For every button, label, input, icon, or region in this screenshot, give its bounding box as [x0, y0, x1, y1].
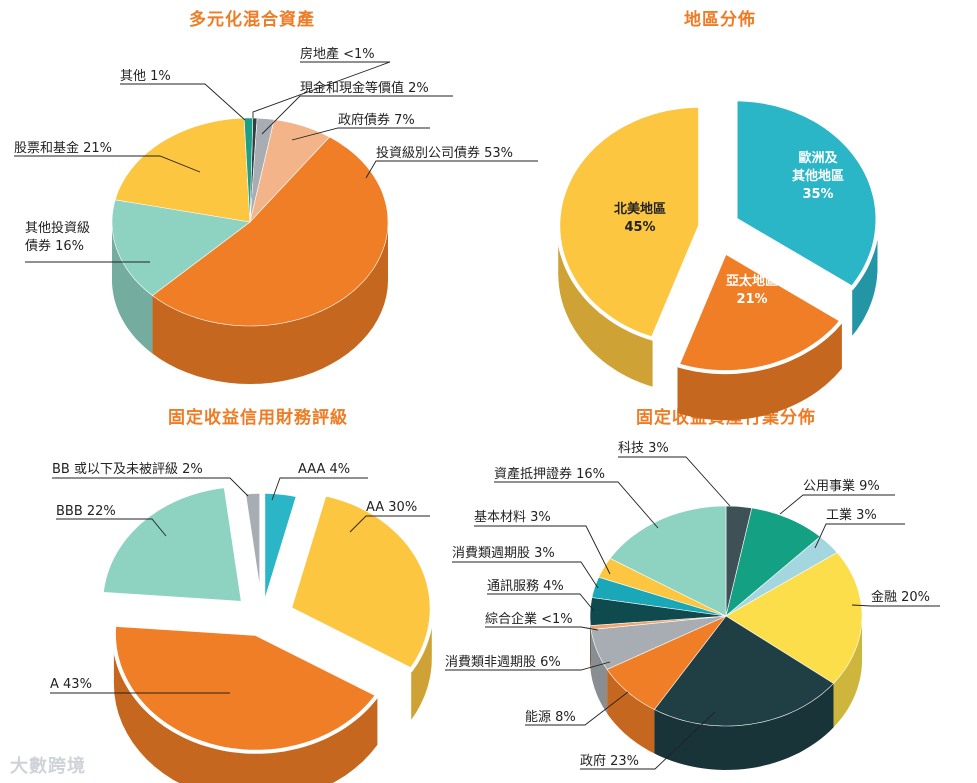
label-2-2: 北美地區 45%: [614, 201, 666, 235]
pie-chart-4: [589, 505, 863, 770]
leader-1-5: [14, 155, 201, 173]
pie-chart-3: [99, 483, 434, 783]
label-3-4: BB 或以下及未被評級 2%: [52, 462, 203, 477]
leader-3-3: [56, 518, 167, 537]
label-4-2: 工業 3%: [826, 507, 877, 523]
label-3-0: AAA 4%: [298, 462, 350, 477]
label-4-6: 消費類非週期股 6%: [445, 655, 561, 670]
leader-1-3: [365, 160, 538, 179]
pie-slice-2-2: [556, 103, 703, 342]
pie-slice-4-2: [725, 536, 838, 617]
label-4-11: 資產抵押證券 16%: [494, 466, 605, 482]
leader-1-1: [261, 95, 453, 135]
pie-slice-3-4: [241, 489, 264, 610]
label-4-7: 綜合企業 <1%: [485, 611, 573, 627]
leader-3-4: [52, 477, 249, 497]
pie-slice-4-10: [598, 558, 727, 617]
pie-slice-4-1: [725, 507, 821, 617]
pie-slice-3-2: [111, 622, 381, 754]
leader-4-2: [814, 523, 905, 549]
label-4-3: 金融 20%: [871, 589, 930, 605]
leader-4-7: [485, 626, 599, 631]
label-1-4: 其他投資級債券 16%: [25, 220, 90, 254]
label-4-0: 科技 3%: [618, 441, 669, 456]
pie-side-1-3: [152, 222, 388, 384]
pie-side-3-1: [411, 608, 432, 720]
pie-slice-2-0: [733, 97, 880, 291]
label-3-1: AA 30%: [366, 500, 417, 515]
watermark: 大數跨境: [10, 756, 86, 777]
leader-4-3: [851, 604, 940, 607]
label-4-9: 消費類週期股 3%: [452, 546, 555, 561]
pie-side-4-7: [590, 625, 591, 674]
label-1-5: 股票和基金 21%: [14, 140, 112, 156]
pie-chart-2: [556, 97, 880, 421]
pie-side-2-0: [852, 219, 878, 336]
label-4-4: 政府 23%: [580, 754, 639, 769]
pie-slice-2-1: [674, 249, 845, 375]
pie-side-1-4: [112, 222, 153, 354]
label-3-3: BBB 22%: [56, 504, 116, 519]
leader-3-0: [271, 477, 368, 501]
leader-4-6: [445, 661, 611, 671]
label-1-0: 房地產 <1%: [300, 46, 375, 62]
label-2-0: 歐洲及其他地區 35%: [792, 150, 844, 202]
pie-slice-4-8: [589, 597, 727, 626]
leader-1-2: [291, 127, 430, 141]
pie-chart-1: [111, 117, 389, 384]
chart-title-2: 固定收益信用財務評級: [168, 407, 348, 428]
chart-title-0: 多元化混合資產: [189, 9, 315, 30]
label-3-2: A 43%: [50, 677, 92, 692]
pie-slice-4-6: [590, 615, 727, 670]
pie-slice-1-3: [151, 136, 389, 327]
leader-4-0: [618, 456, 731, 507]
pie-side-2-2: [558, 225, 653, 387]
pie-side-4-5: [607, 669, 655, 754]
label-1-2: 政府債券 7%: [338, 112, 415, 128]
leader-4-9: [452, 561, 599, 589]
label-4-5: 能源 8%: [525, 710, 576, 725]
pie-slice-1-2: [249, 119, 330, 224]
pie-slice-4-9: [591, 576, 727, 617]
pie-side-4-3: [833, 616, 862, 728]
label-1-1: 現金和現金等價值 2%: [300, 80, 429, 96]
leader-4-4: [580, 711, 716, 770]
pie-slice-3-3: [99, 483, 246, 606]
label-4-8: 通訊服務 4%: [487, 579, 564, 594]
pie-side-4-4: [654, 683, 834, 770]
label-4-1: 公用事業 9%: [803, 478, 880, 494]
leader-4-10: [474, 525, 611, 575]
leader-4-5: [525, 691, 629, 726]
label-1-6: 其他 1%: [120, 69, 171, 84]
pie-slice-3-0: [261, 489, 301, 611]
leader-3-1: [349, 515, 430, 533]
leader-1-6: [120, 83, 246, 121]
pie-slice-1-5: [114, 117, 251, 223]
pie-side-4-8: [590, 616, 591, 670]
leader-4-11: [494, 481, 659, 529]
pie-side-4-6: [591, 629, 608, 714]
pie-slice-4-11: [609, 505, 727, 617]
leader-1-0: [252, 61, 391, 118]
label-4-10: 基本材料 3%: [474, 510, 551, 525]
leader-4-1: [779, 494, 895, 515]
label-1-3: 投資級別公司債券 53%: [376, 145, 513, 161]
leader-4-8: [487, 593, 595, 612]
pie-side-3-2: [113, 633, 378, 783]
pie-slice-3-1: [287, 491, 434, 673]
pie-slice-1-4: [111, 199, 251, 296]
pie-slice-4-3: [725, 552, 863, 684]
label-2-1: 亞太地區 21%: [726, 273, 778, 307]
chart-title-1: 地區分佈: [684, 9, 756, 30]
pie-slice-4-4: [653, 615, 834, 727]
